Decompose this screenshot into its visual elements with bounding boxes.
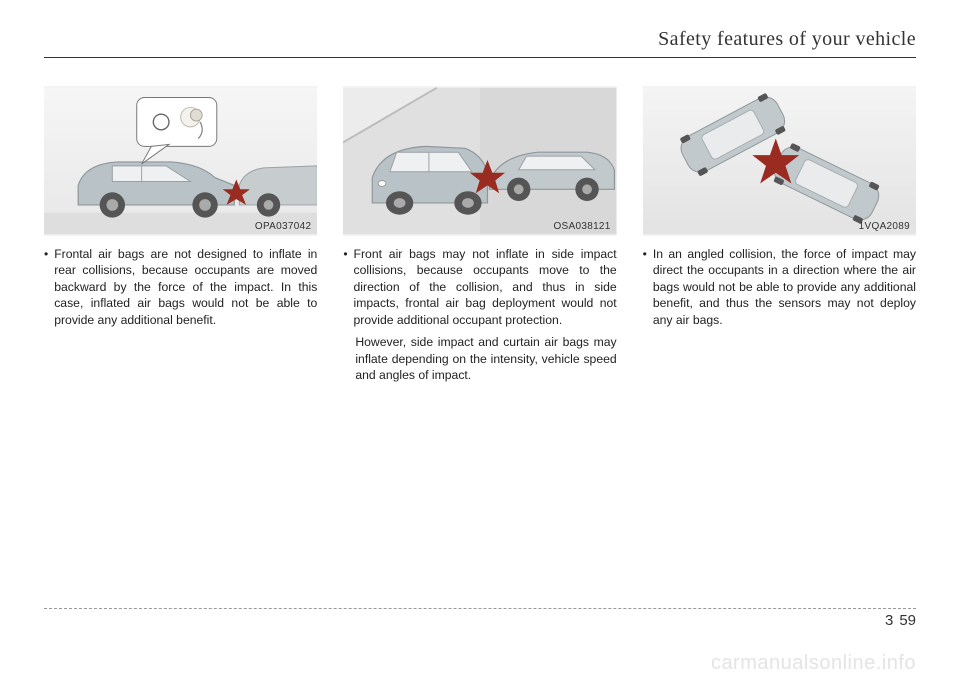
column-2-text: • Front air bags may not inflate in side…	[343, 246, 616, 384]
column-3-text: • In an angled collision, the force of i…	[643, 246, 916, 328]
bullet-text: Frontal air bags are not designed to inf…	[54, 246, 317, 328]
watermark: carmanualsonline.info	[711, 652, 916, 675]
chapter-number: 3	[885, 612, 893, 629]
column-2: OSA038121 • Front air bags may not infla…	[343, 86, 616, 384]
bullet: • Front air bags may not inflate in side…	[343, 246, 616, 328]
figure-label: 1VQA2089	[859, 221, 910, 232]
continuation-text: However, side impact and curtain air bag…	[355, 334, 616, 383]
bullet-marker: •	[44, 246, 48, 262]
bullet: • In an angled collision, the force of i…	[643, 246, 916, 328]
page-number: 59	[899, 612, 916, 629]
column-3: 1VQA2089 • In an angled collision, the f…	[643, 86, 916, 384]
angled-collision-illustration	[643, 86, 916, 236]
bullet-text: In an angled collision, the force of imp…	[653, 246, 916, 328]
columns: OPA037042 • Frontal air bags are not des…	[44, 86, 916, 384]
footer-dashed-rule	[44, 608, 916, 609]
bullet-marker: •	[643, 246, 647, 262]
figure-side-collision: OSA038121	[343, 86, 616, 236]
column-1: OPA037042 • Frontal air bags are not des…	[44, 86, 317, 384]
figure-angled-collision: 1VQA2089	[643, 86, 916, 236]
column-1-text: • Frontal air bags are not designed to i…	[44, 246, 317, 328]
running-head: Safety features of your vehicle	[44, 28, 916, 57]
bullet-text: Front air bags may not inflate in side i…	[354, 246, 617, 328]
rear-collision-illustration	[44, 86, 317, 236]
figure-label: OPA037042	[255, 221, 311, 232]
bullet: • Frontal air bags are not designed to i…	[44, 246, 317, 328]
bullet-marker: •	[343, 246, 347, 262]
header-rule	[44, 57, 916, 58]
side-collision-illustration	[343, 86, 616, 236]
figure-label: OSA038121	[553, 221, 610, 232]
figure-rear-collision: OPA037042	[44, 86, 317, 236]
page-footer: 3 59	[885, 612, 916, 629]
